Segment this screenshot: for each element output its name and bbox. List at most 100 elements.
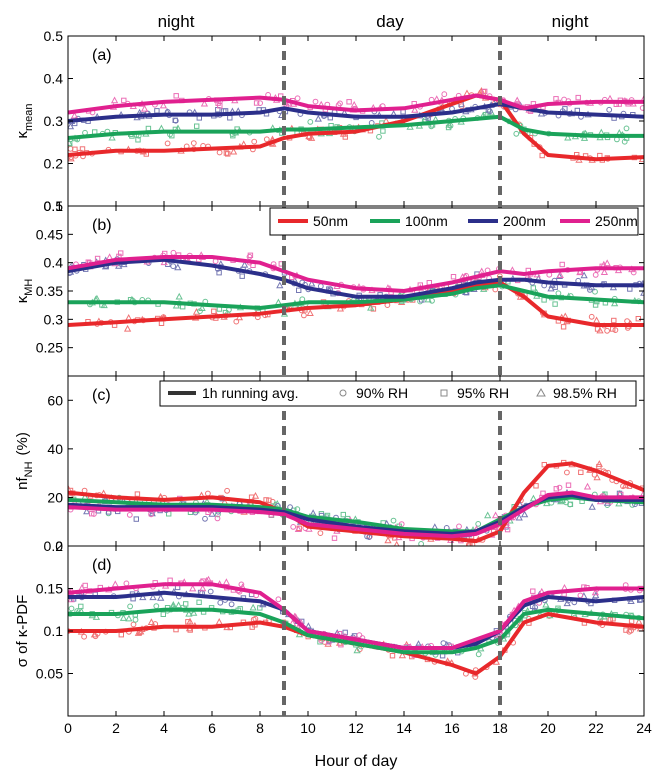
marker-triangle: [398, 651, 407, 659]
marker-triangle: [593, 473, 601, 481]
marker-square: [225, 151, 231, 157]
marker-legend-circle-label: 90% RH: [356, 385, 408, 401]
marker-legend: 1h running avg. 90% RH 95% RH 98.5% RH: [159, 380, 637, 407]
x-tick-label: 22: [588, 720, 604, 736]
marker-circle: [214, 515, 221, 522]
marker-square: [552, 284, 558, 290]
panel-label: (b): [92, 217, 112, 234]
x-tick-label: 12: [348, 720, 364, 736]
marker-circle: [556, 484, 563, 491]
marker-circle: [148, 511, 155, 518]
x-tick-label: 10: [300, 720, 316, 736]
marker-triangle: [240, 260, 249, 268]
y-axis-label-sub: NH: [23, 461, 35, 477]
marker-square: [72, 146, 78, 153]
marker-triangle: [596, 326, 604, 334]
marker-circle: [127, 603, 134, 610]
marker-square: [257, 605, 263, 611]
marker-triangle: [294, 525, 303, 532]
marker-circle: [251, 138, 258, 145]
series-line-250nm: [68, 255, 644, 293]
marker-square: [317, 639, 323, 645]
series-line-250nm: [68, 93, 644, 115]
x-tick-label: 0: [64, 720, 72, 736]
y-tick-label: 0: [55, 538, 63, 554]
marker-triangle: [513, 96, 521, 104]
marker-triangle: [100, 301, 108, 309]
series-line-200nm: [68, 493, 644, 536]
marker-triangle: [119, 614, 128, 621]
marker-circle: [592, 288, 598, 295]
marker-square: [183, 601, 189, 607]
marker-circle: [441, 91, 448, 98]
marker-square: [530, 285, 536, 291]
square-marker-icon: [440, 389, 448, 397]
marker-circle: [290, 524, 297, 530]
marker-triangle: [306, 309, 314, 316]
marker-circle: [623, 125, 630, 132]
y-axis-label: nfNH (%): [14, 432, 35, 490]
marker-circle: [456, 523, 462, 530]
triangle-marker-icon: [536, 387, 546, 397]
marker-triangle: [251, 491, 260, 499]
marker-triangle: [229, 147, 238, 155]
marker-triangle: [304, 622, 313, 629]
marker-circle: [190, 140, 197, 147]
y-tick-label: 0.3: [44, 113, 64, 129]
marker-triangle: [393, 540, 400, 546]
marker-circle: [126, 512, 133, 518]
marker-circle: [132, 616, 139, 623]
marker-square: [540, 490, 546, 497]
marker-circle: [398, 521, 405, 527]
marker-square: [635, 316, 641, 322]
marker-triangle: [70, 111, 79, 119]
marker-square: [173, 93, 179, 99]
plot-area: [68, 36, 644, 206]
marker-square: [553, 486, 559, 492]
marker-square: [133, 516, 140, 522]
marker-circle: [130, 621, 137, 628]
marker-triangle: [547, 284, 555, 292]
y-tick-label: 40: [47, 441, 63, 457]
marker-square: [68, 141, 73, 147]
marker-circle: [487, 108, 493, 115]
marker-triangle: [556, 271, 564, 278]
y-tick-label: 0.35: [36, 283, 63, 299]
y-axis-label: σ of κ-PDF: [14, 595, 31, 668]
marker-triangle: [424, 295, 432, 303]
marker-triangle: [610, 299, 619, 307]
marker-circle: [307, 119, 314, 125]
marker-square: [89, 511, 95, 517]
marker-square: [533, 483, 539, 489]
marker-square: [370, 306, 377, 312]
marker-triangle: [445, 120, 453, 128]
size-legend: 50nm 100nm 200nm 250nm: [269, 207, 639, 236]
marker-triangle: [543, 499, 551, 507]
marker-triangle: [557, 497, 565, 505]
marker-circle: [592, 272, 599, 278]
marker-square: [389, 653, 396, 659]
marker-square: [623, 627, 629, 633]
marker-triangle: [564, 133, 572, 141]
marker-circle: [390, 517, 397, 524]
x-tick-label: 14: [396, 720, 412, 736]
marker-triangle: [367, 303, 375, 311]
marker-triangle: [276, 281, 284, 289]
marker-triangle: [92, 613, 101, 620]
y-axis-label-suffix: (%): [14, 432, 31, 455]
x-tick-label: 4: [160, 720, 168, 736]
marker-triangle: [68, 154, 75, 162]
period-label-night-left: night: [158, 12, 195, 31]
marker-circle: [317, 530, 324, 536]
y-tick-label: 0.4: [44, 71, 64, 87]
x-tick-label: 20: [540, 720, 556, 736]
y-axis-label: κmean: [14, 103, 35, 138]
marker-square: [559, 261, 565, 268]
panel-1: 0.1 0.2 0.3 0.4 0.5 (a) κmean: [14, 28, 645, 214]
series-line-100nm: [68, 114, 644, 140]
marker-circle: [312, 98, 319, 105]
size-legend-label: 250nm: [595, 213, 638, 229]
y-tick-label: 20: [47, 489, 63, 505]
marker-circle: [246, 253, 253, 260]
